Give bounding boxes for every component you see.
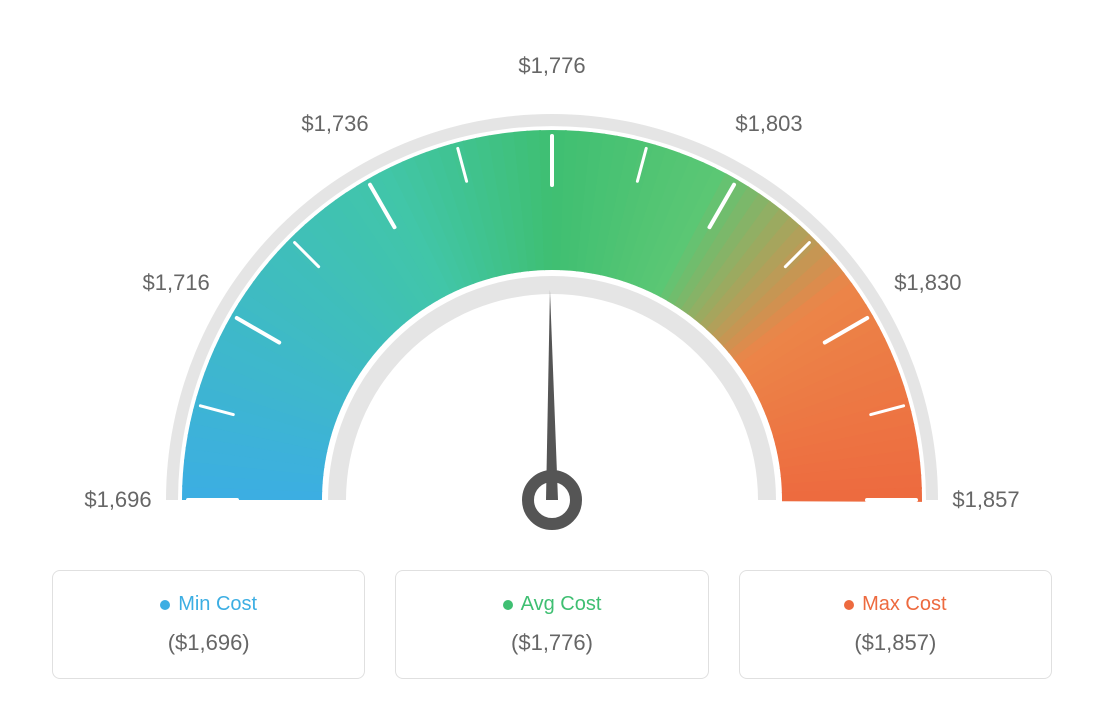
min-cost-title: Min Cost bbox=[160, 593, 257, 616]
min-cost-value: ($1,696) bbox=[63, 630, 354, 656]
max-cost-card: Max Cost ($1,857) bbox=[739, 570, 1052, 679]
min-cost-card: Min Cost ($1,696) bbox=[52, 570, 365, 679]
max-cost-title: Max Cost bbox=[844, 593, 946, 616]
gauge-tick-label: $1,803 bbox=[735, 111, 802, 137]
min-cost-label: Min Cost bbox=[178, 593, 257, 616]
max-cost-dot-icon bbox=[844, 600, 854, 610]
avg-cost-dot-icon bbox=[503, 600, 513, 610]
gauge-tick-label: $1,857 bbox=[952, 487, 1019, 513]
avg-cost-value: ($1,776) bbox=[406, 630, 697, 656]
min-cost-dot-icon bbox=[160, 600, 170, 610]
max-cost-value: ($1,857) bbox=[750, 630, 1041, 656]
gauge-tick-label: $1,696 bbox=[84, 487, 151, 513]
summary-cards: Min Cost ($1,696) Avg Cost ($1,776) Max … bbox=[52, 570, 1052, 679]
gauge-tick-label: $1,830 bbox=[894, 270, 961, 296]
max-cost-label: Max Cost bbox=[862, 593, 946, 616]
gauge-tick-label: $1,716 bbox=[142, 270, 209, 296]
gauge-tick-label: $1,776 bbox=[518, 53, 585, 79]
gauge-chart: $1,696 $1,716 $1,736 $1,776 $1,803 $1,830 $1,8… bbox=[52, 40, 1052, 540]
avg-cost-title: Avg Cost bbox=[503, 593, 602, 616]
avg-cost-label: Avg Cost bbox=[521, 593, 602, 616]
avg-cost-card: Avg Cost ($1,776) bbox=[395, 570, 708, 679]
gauge-tick-label: $1,736 bbox=[301, 111, 368, 137]
